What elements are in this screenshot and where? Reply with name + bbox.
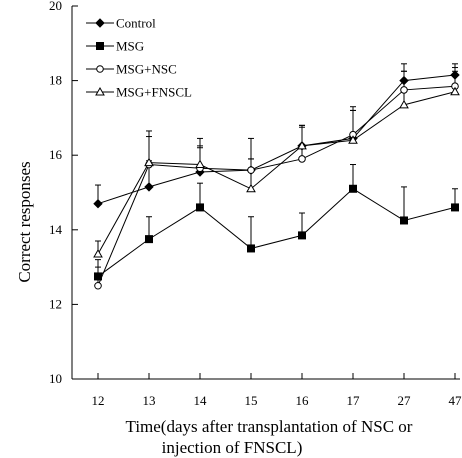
y-ticks: 10 12 14 16 18 20 xyxy=(49,0,78,386)
legend-item-msg: MSG xyxy=(86,39,144,54)
point-msg xyxy=(247,244,255,253)
point-msg xyxy=(94,272,102,281)
series-line-msg-nsc xyxy=(97,85,456,286)
y-tick-label: 10 xyxy=(49,371,62,386)
point-msg-fnscl xyxy=(348,135,358,144)
x-tick-label: 14 xyxy=(194,393,208,408)
x-axis-title-line1: Time(days after transplantation of NSC o… xyxy=(126,417,413,436)
point-msg-fnscl xyxy=(399,99,409,109)
x-ticks: 12 13 14 15 16 17 27 47 xyxy=(92,373,462,408)
legend-label: MSG+NSC xyxy=(116,62,177,77)
point-msg xyxy=(298,231,306,240)
x-tick-label: 13 xyxy=(143,393,156,408)
series-line-control xyxy=(97,74,456,205)
series-markers xyxy=(93,70,460,290)
point-msg-nsc xyxy=(94,281,102,290)
point-control xyxy=(93,198,103,209)
y-tick-label: 20 xyxy=(49,0,62,13)
legend: Control MSG MSG+NSC MSG+FNSCL xyxy=(86,16,192,100)
legend-label: MSG+FNSCL xyxy=(116,85,192,100)
y-tick-label: 16 xyxy=(49,147,63,162)
point-msg-fnscl xyxy=(195,159,205,169)
y-tick-label: 18 xyxy=(49,73,62,88)
point-msg xyxy=(349,184,357,193)
series-lines xyxy=(97,74,456,286)
x-axis-title-line2: injection of FNSCL) xyxy=(162,438,303,457)
x-tick-label: 16 xyxy=(296,393,310,408)
y-tick-label: 12 xyxy=(49,296,62,311)
point-msg-fnscl xyxy=(246,183,256,193)
point-msg-nsc xyxy=(247,166,255,174)
x-tick-label: 15 xyxy=(245,393,258,408)
point-control xyxy=(399,75,409,86)
series-line-msg-fnscl xyxy=(97,91,456,255)
legend-item-msg-nsc: MSG+NSC xyxy=(86,62,177,77)
point-msg-fnscl xyxy=(450,86,460,96)
point-msg-fnscl xyxy=(93,249,103,258)
legend-item-control: Control xyxy=(86,16,156,31)
legend-marker-msg xyxy=(96,42,104,50)
point-msg xyxy=(196,203,204,212)
point-msg-nsc xyxy=(298,155,306,163)
y-tick-label: 14 xyxy=(49,222,63,237)
point-msg xyxy=(145,235,153,244)
point-msg xyxy=(451,203,459,212)
series-line-msg xyxy=(97,188,456,277)
point-msg xyxy=(400,216,408,225)
y-axis-title: Correct responses xyxy=(15,161,34,282)
legend-marker-control xyxy=(95,18,105,28)
legend-label: MSG xyxy=(116,39,144,54)
point-msg-fnscl xyxy=(144,157,154,167)
legend-marker-msg-nsc xyxy=(96,65,104,73)
x-tick-label: 12 xyxy=(92,393,105,408)
point-control xyxy=(144,182,154,192)
point-msg-fnscl xyxy=(297,140,307,150)
x-tick-label: 17 xyxy=(347,393,361,408)
legend-marker-msg-fnscl xyxy=(95,86,105,96)
axes xyxy=(71,6,460,380)
x-tick-label: 27 xyxy=(398,393,412,408)
point-control xyxy=(450,70,460,80)
legend-item-msg-fnscl: MSG+FNSCL xyxy=(86,85,192,100)
x-tick-label: 47 xyxy=(449,393,462,408)
point-msg-nsc xyxy=(400,86,408,94)
legend-label: Control xyxy=(116,16,156,31)
